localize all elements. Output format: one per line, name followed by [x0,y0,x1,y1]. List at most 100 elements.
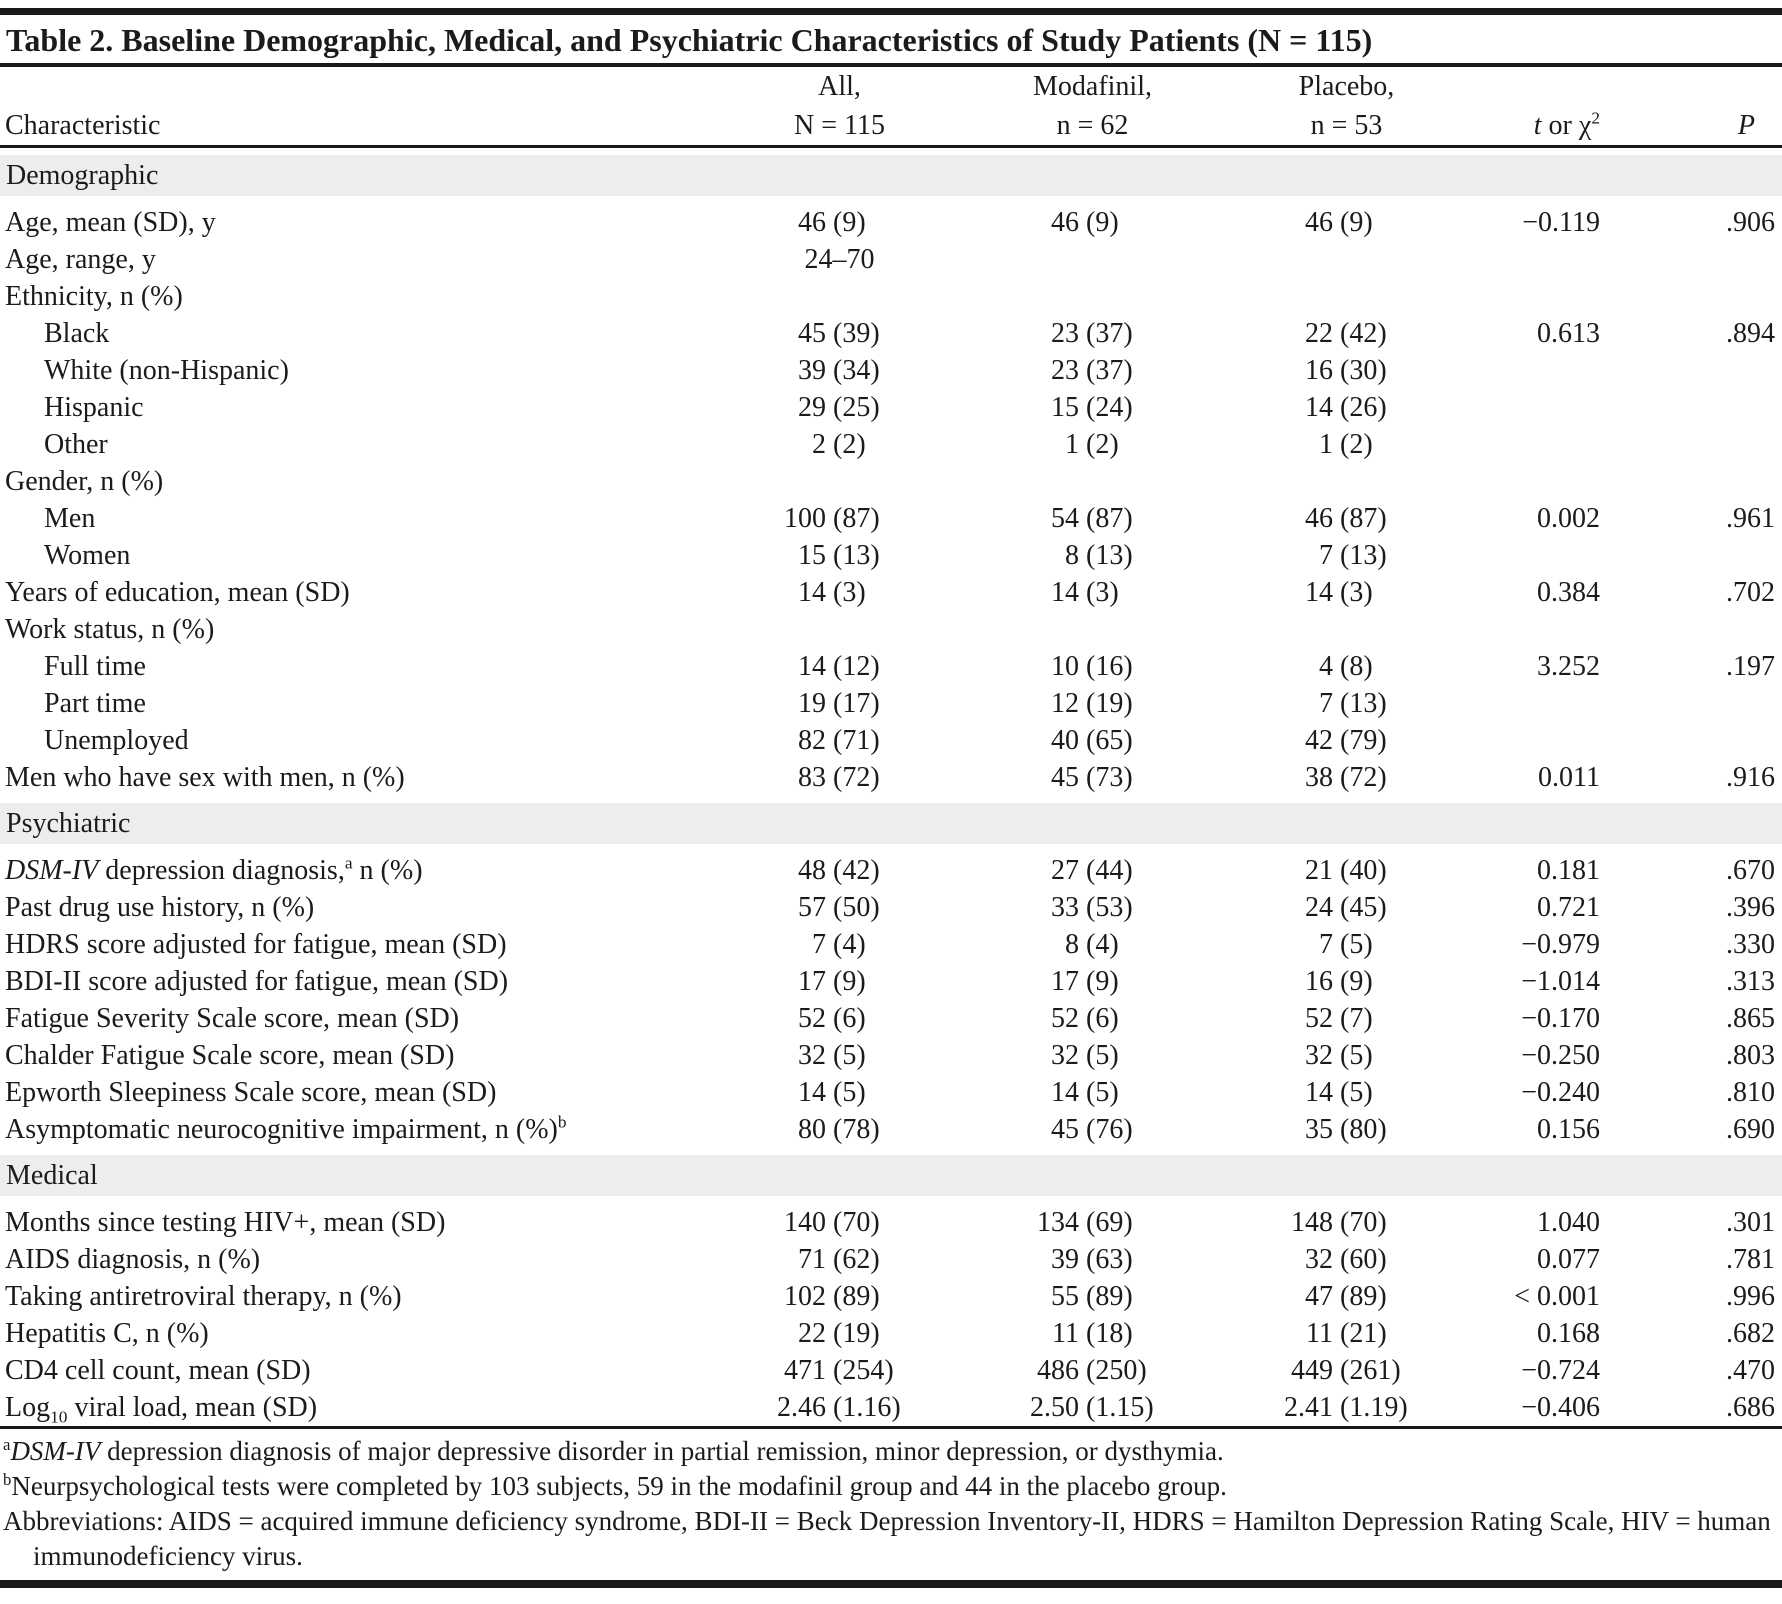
cell-modafinil: 8 (4) [1065,929,1119,960]
header-characteristic: Characteristic [0,107,689,148]
table-row: Unemployed 82 (71) 40 (65) 42 (79) [0,722,1782,759]
table-row: Chalder Fatigue Scale score, mean (SD) 32… [0,1037,1782,1074]
section-header: Medical [0,1155,1782,1196]
cell-modafinil: 12 (19) [1051,688,1133,719]
row-label: Part time [44,688,146,719]
cell-all: 71 (62) [798,1244,880,1275]
header-p: P [1602,107,1782,148]
header-p-spacer [1602,67,1782,107]
header-all-line1: All, [818,71,861,102]
table-row: Asymptomatic neurocognitive impairment, … [0,1111,1782,1148]
cell-all: 80 (78) [798,1114,880,1145]
cell-p [1602,426,1782,463]
cell-p: .682 [1726,1318,1775,1349]
table-row: Hepatitis C, n (%) 22 (19) 11 (18) 11 (21) 0.16… [0,1315,1782,1352]
row-label: Work status, n (%) [5,614,215,645]
cell-placebo: 1 (2) [1319,429,1373,460]
cell-placebo [1164,463,1418,500]
cell-placebo: 7 (5) [1319,929,1373,960]
cell-all: 48 (42) [798,855,880,886]
table-row: CD4 cell count, mean (SD) 471 (254) 486 (250… [0,1352,1782,1389]
cell-all: 45 (39) [798,318,880,349]
table-row: HDRS score adjusted for fatigue, mean (S… [0,926,1782,963]
table-row: AIDS diagnosis, n (%) 71 (62) 39 (63) 32 (60) 0… [0,1241,1782,1278]
cell-modafinil: 46 (9) [1051,207,1119,238]
table-row: Age, mean (SD), y 46 (9) 46 (9) 46 (9) −0.119 .9… [0,204,1782,241]
cell-stat: −0.119 [1522,207,1600,238]
cell-modafinil: 39 (63) [1051,1244,1133,1275]
cell-p: .810 [1726,1077,1775,1108]
table-row: BDI-II score adjusted for fatigue, mean … [0,963,1782,1000]
row-label: Chalder Fatigue Scale score, mean (SD) [5,1040,455,1071]
cell-p [1602,611,1782,648]
cell-placebo: 16 (9) [1305,966,1373,997]
cell-stat: −0.250 [1521,1040,1600,1071]
header-all-line2: N = 115 [689,107,911,148]
row-label: Log10 viral load, mean (SD) [5,1392,318,1427]
cell-stat [1418,389,1602,426]
cell-stat: < 0.001 [1514,1281,1600,1312]
footnote: Abbreviations: AIDS = acquired immune de… [3,1506,1771,1571]
cell-all: 14 (12) [798,651,880,682]
cell-p [1602,352,1782,389]
header-row-main: Characteristic N = 115 n = 62 n = 53 t o… [0,107,1782,148]
table-row: Men who have sex with men, n (%) 83 (72) 45… [0,759,1782,796]
cell-modafinil: 45 (73) [1051,762,1133,793]
cell-p [1602,463,1782,500]
header-row-groups: All, Modafinil, Placebo, [0,67,1782,107]
cell-stat [1418,722,1602,759]
cell-placebo: 22 (42) [1305,318,1387,349]
table-row: Men 100 (87) 54 (87) 46 (87) 0.002 .961 [0,500,1782,537]
cell-placebo: 11 (21) [1306,1318,1387,1349]
cell-stat: 0.156 [1537,1114,1600,1145]
table-row: White (non-Hispanic) 39 (34) 23 (37) 16 (30) [0,352,1782,389]
cell-modafinil: 14 (5) [1051,1077,1119,1108]
table-row: Work status, n (%) [0,611,1782,648]
cell-placebo: 42 (79) [1305,725,1387,756]
cell-placebo: 2.41 (1.19) [1284,1392,1408,1423]
cell-all: 2.46 (1.16) [777,1392,901,1423]
cell-stat [1418,278,1602,315]
cell-placebo: 14 (26) [1305,392,1387,423]
cell-all: 29 (25) [798,392,880,423]
cell-all: 22 (19) [798,1318,880,1349]
section-row: Psychiatric [0,796,1782,852]
section-header: Demographic [0,155,1782,196]
cell-p: .916 [1726,762,1775,793]
cell-placebo: 21 (40) [1305,855,1387,886]
header-spacer [0,67,689,107]
cell-all: 14 (3) [798,577,866,608]
cell-placebo: 16 (30) [1305,355,1387,386]
cell-p: .396 [1726,892,1775,923]
cell-stat: 0.002 [1537,503,1600,534]
row-label: Asymptomatic neurocognitive impairment, … [5,1112,567,1145]
header-modafinil-line1: Modafinil, [1033,71,1152,102]
cell-all: 39 (34) [798,355,880,386]
cell-all: 14 (5) [798,1077,866,1108]
cell-all: 15 (13) [798,540,880,571]
cell-modafinil: 15 (24) [1051,392,1133,423]
cell-stat: −1.014 [1521,966,1600,997]
table-row: Full time 14 (12) 10 (16) 4 (8) 3.252 .197 [0,648,1782,685]
cell-p [1602,389,1782,426]
cell-all: 100 (87) [784,503,880,534]
row-label: Full time [44,651,146,682]
row-label: Epworth Sleepiness Scale score, mean (SD… [5,1077,497,1108]
cell-p: .670 [1726,855,1775,886]
cell-modafinil: 134 (69) [1037,1207,1133,1238]
table-row: Gender, n (%) [0,463,1782,500]
table-body: Demographic Age, mean (SD), y 46 (9) 46 (9) 46… [0,147,1782,1428]
cell-p: .865 [1726,1003,1775,1034]
section-row: Medical [0,1148,1782,1204]
cell-placebo: 7 (13) [1319,540,1387,571]
cell-p: .702 [1726,577,1775,608]
table-row: Fatigue Severity Scale score, mean (SD) 5… [0,1000,1782,1037]
cell-all: 140 (70) [784,1207,880,1238]
cell-all: 83 (72) [798,762,880,793]
cell-modafinil: 11 (18) [1052,1318,1133,1349]
cell-p: .894 [1726,318,1775,349]
table-row: Months since testing HIV+, mean (SD) 140(… [0,1204,1782,1241]
header-placebo-line2: n = 53 [1164,107,1418,148]
cell-p: .470 [1726,1355,1775,1386]
cell-stat [1418,611,1602,648]
